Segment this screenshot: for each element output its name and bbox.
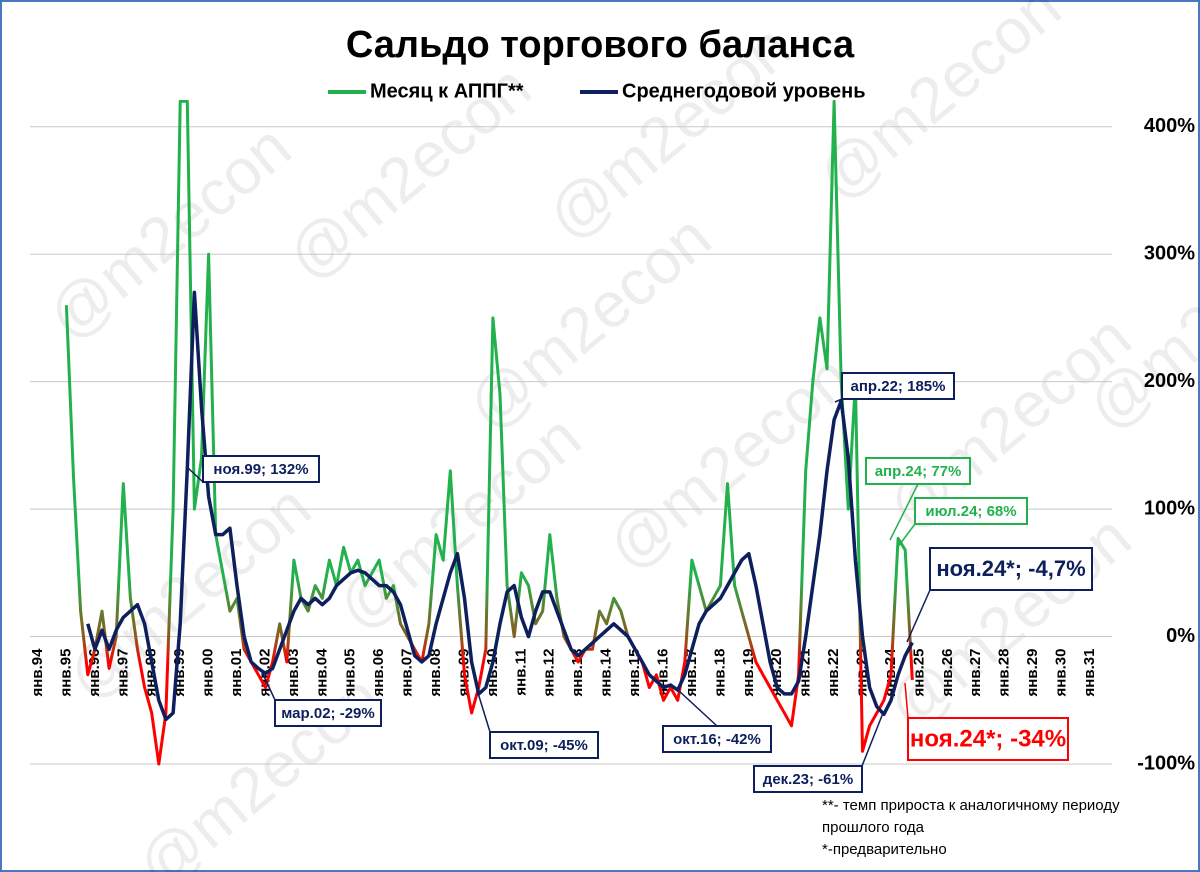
x-tick-label: янв.13 bbox=[569, 649, 586, 697]
legend-label: Среднегодовой уровень bbox=[622, 80, 866, 102]
callout-box bbox=[841, 372, 955, 400]
x-tick-label: янв.31 bbox=[1081, 649, 1098, 697]
callout-leader bbox=[904, 682, 909, 719]
footnote: *-предварительно bbox=[822, 841, 947, 858]
series-line bbox=[86, 290, 914, 722]
callout-leader bbox=[896, 523, 916, 549]
y-tick-label: 0% bbox=[1166, 625, 1195, 647]
x-tick-label: янв.29 bbox=[1024, 649, 1041, 697]
callout-leader bbox=[906, 589, 931, 643]
footnote: прошлого года bbox=[822, 819, 925, 836]
y-tick-label: 200% bbox=[1144, 370, 1195, 392]
callout-leader bbox=[861, 712, 884, 767]
x-tick-label: янв.15 bbox=[626, 649, 643, 697]
callout-label: ноя.24*; -34% bbox=[910, 725, 1066, 752]
y-tick-label: 300% bbox=[1144, 242, 1195, 264]
callout-label: ноя.99; 132% bbox=[213, 461, 308, 478]
chart-title: Сальдо торгового баланса bbox=[346, 24, 855, 66]
callout-leader bbox=[834, 398, 843, 403]
callout-leader bbox=[261, 671, 276, 701]
callout-label: апр.24; 77% bbox=[875, 463, 962, 480]
callout-box bbox=[914, 497, 1028, 525]
callout-label: мар.02; -29% bbox=[281, 705, 374, 722]
callout-box bbox=[929, 547, 1093, 591]
x-tick-label: янв.14 bbox=[598, 648, 615, 697]
callout-label: окт.16; -42% bbox=[673, 731, 761, 748]
callout-box bbox=[662, 725, 772, 753]
x-tick-label: янв.08 bbox=[427, 649, 444, 697]
x-tick-label: янв.25 bbox=[910, 649, 927, 697]
x-tick-label: янв.03 bbox=[285, 649, 302, 697]
x-tick-label: янв.97 bbox=[114, 649, 131, 697]
plot: -100% 0% 100% 200% 300% 400% янв.94 янв.95 янв.9… bbox=[29, 100, 1195, 858]
x-tick-label: янв.01 bbox=[228, 649, 245, 697]
x-tick-label: янв.07 bbox=[399, 649, 416, 697]
x-tick-label: янв.18 bbox=[711, 649, 728, 697]
legend-label: Месяц к АППГ** bbox=[370, 80, 524, 102]
callout-label: дек.23; -61% bbox=[763, 771, 853, 788]
callout-label: ноя.24*; -4,7% bbox=[936, 556, 1085, 581]
x-tick-label: янв.28 bbox=[996, 649, 1013, 697]
x-tick-label: янв.94 bbox=[29, 648, 46, 697]
legend: Месяц к АППГ** Среднегодовой уровень bbox=[328, 80, 866, 102]
x-tick-label: янв.00 bbox=[200, 649, 217, 697]
series-line bbox=[64, 100, 914, 766]
callout-box bbox=[202, 455, 320, 483]
callout-label: апр.22; 185% bbox=[851, 378, 946, 395]
callout-leader bbox=[889, 483, 919, 541]
x-tick-label: янв.11 bbox=[512, 649, 529, 696]
callout-leader bbox=[677, 689, 718, 727]
x-tick-label: янв.06 bbox=[370, 649, 387, 697]
x-tick-label: янв.30 bbox=[1053, 649, 1070, 697]
x-tick-label: янв.19 bbox=[740, 649, 757, 697]
y-tick-label: 100% bbox=[1144, 497, 1195, 519]
x-tick-label: янв.96 bbox=[86, 649, 103, 697]
x-tick-label: янв.27 bbox=[967, 649, 984, 697]
y-tick-label: -100% bbox=[1137, 752, 1195, 774]
callout-label: июл.24; 68% bbox=[925, 503, 1016, 520]
footnote: **- темп прироста к аналогичному периоду bbox=[822, 797, 1120, 814]
x-tick-label: янв.22 bbox=[825, 649, 842, 697]
x-tick-label: янв.95 bbox=[57, 649, 74, 697]
callout-box bbox=[489, 731, 599, 759]
x-tick-label: янв.20 bbox=[768, 649, 785, 697]
callout-box bbox=[753, 765, 863, 793]
callout-box bbox=[274, 699, 382, 727]
x-tick-label: янв.12 bbox=[541, 649, 558, 697]
x-tick-label: янв.05 bbox=[342, 649, 359, 697]
x-tick-label: янв.04 bbox=[313, 648, 330, 697]
callout-leader bbox=[187, 467, 204, 483]
y-tick-label: 400% bbox=[1144, 115, 1195, 137]
x-tick-label: янв.26 bbox=[939, 649, 956, 697]
callout-box bbox=[865, 457, 971, 485]
callout-box bbox=[907, 717, 1069, 761]
callout-label: окт.09; -45% bbox=[500, 737, 588, 754]
callout-leader bbox=[477, 692, 491, 733]
